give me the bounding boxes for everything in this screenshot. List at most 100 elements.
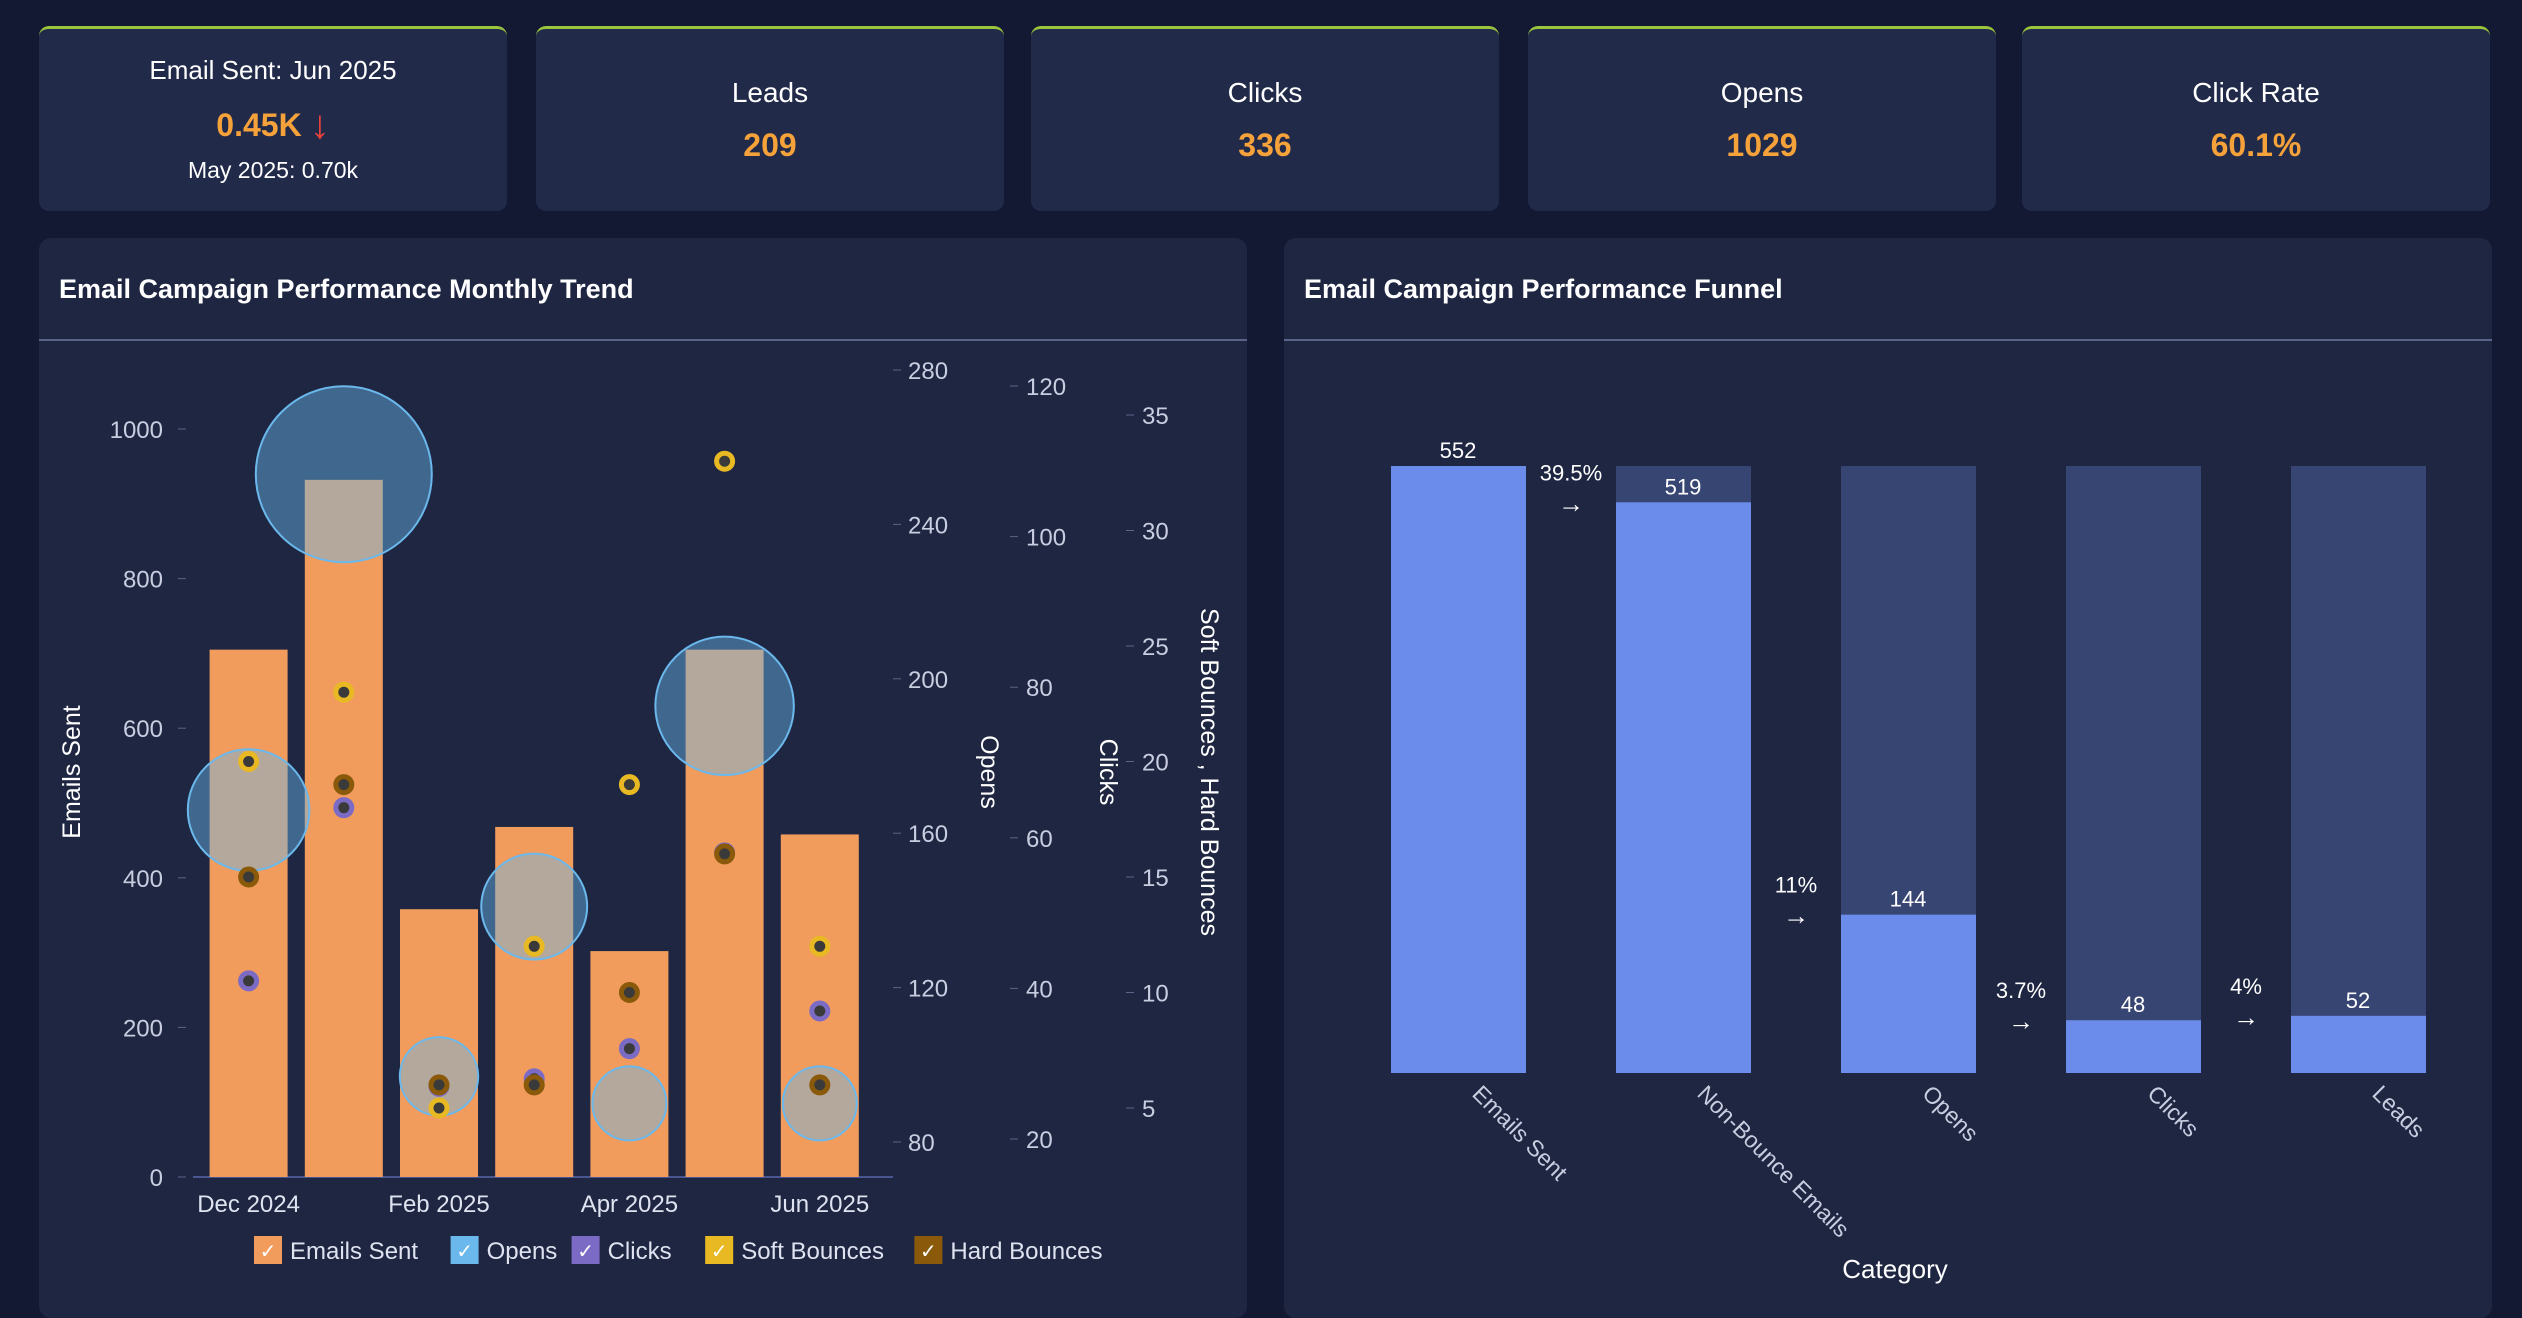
y-tick-label: 200 [123,1015,163,1042]
trend-chart: 0 200 400 600 800 1000 Emails Sent 80 120 160 200 2… [58,358,1223,1265]
point-hard-bounces [523,1074,545,1096]
bounces-tick-label: 15 [1142,865,1169,892]
legend-item[interactable]: ✓ Clicks [571,1236,672,1265]
kpi-card-email-sent: Email Sent: Jun 2025 0.45K ↓ May 2025: 0.… [39,26,507,211]
kpi-title: Click Rate [2192,77,2320,108]
funnel-value-label: 52 [2346,988,2370,1013]
point-hard-bounces [809,1074,831,1096]
clicks-tick-label: 100 [1026,525,1066,552]
y-tick-label: 0 [150,1165,163,1192]
bubble-opens [591,1065,668,1142]
bounces-tick-label: 10 [1142,981,1169,1008]
kpi-title: Opens [1720,77,1804,108]
clicks-tick-label: 80 [1026,675,1053,702]
funnel-category-label: Emails Sent [1467,1080,1573,1186]
funnel-value-label: 144 [1890,887,1927,912]
point-soft-bounces [333,681,355,703]
legend-item[interactable]: ✓ Hard Bounces [914,1236,1102,1265]
clicks-tick-label: 60 [1026,826,1053,853]
kpi-card-opens: Opens 1029 [1528,26,1996,211]
panel-header [1284,238,2492,341]
kpi-value: 1029 [1726,127,1798,163]
legend-checkbox-icon [254,1236,282,1264]
legend-label: Clicks [608,1238,672,1265]
opens-tick-label: 120 [908,976,948,1003]
bar-emails-sent [304,479,383,1177]
kpi-card-leads: Leads 209 [536,26,1004,211]
opens-tick-label: 80 [908,1130,935,1157]
y-tick-label: 600 [123,716,163,743]
arrow-right-icon: → [2233,1002,2259,1032]
point-soft-bounces [714,450,736,472]
point-soft-bounces [238,751,260,772]
kpi-value: 209 [743,127,797,163]
point-clicks [333,797,355,819]
conversion-rate-label: 11% [1775,873,1817,898]
check-icon: ✓ [260,1241,277,1263]
arrow-right-icon: → [1783,901,1809,931]
kpi-value: 336 [1238,127,1292,163]
funnel-bar [1391,466,1526,1073]
point-hard-bounces [618,982,640,1003]
funnel-category-label: Clicks [2142,1080,2204,1142]
funnel-chart: 552 Emails Sent 519 Non-Bounce Emails 144 Ope… [1391,438,2430,1284]
bounces-tick-label: 20 [1142,750,1169,777]
point-clicks [238,970,260,992]
point-clicks [809,1000,831,1022]
legend-checkbox-icon [705,1236,734,1264]
clicks-tick-label: 20 [1026,1127,1053,1154]
legend-label: Opens [487,1238,558,1265]
x-tick-label: Dec 2024 [197,1191,300,1218]
kpi-title: Leads [731,77,809,108]
legend-checkbox-icon [571,1236,600,1264]
bounces-tick-label: 35 [1142,403,1169,430]
legend-item[interactable]: ✓ Soft Bounces [705,1236,884,1265]
kpi-card-clicks: Clicks 336 [1031,26,1499,211]
funnel-value-label: 552 [1440,438,1477,463]
legend-checkbox-icon [914,1236,943,1264]
kpi-value-text: 0.45K [216,107,302,143]
opens-tick-label: 240 [908,512,948,539]
opens-tick-label: 160 [908,821,948,848]
y-tick-label: 1000 [110,417,163,444]
conversion-rate-label: 3.7% [1996,978,2046,1003]
funnel-category-label: Opens [1917,1080,1983,1146]
bounces-axis-title: Soft Bounces , Hard Bounces [1195,608,1223,936]
funnel-bar [2066,1020,2201,1073]
clicks-axis-title: Clicks [1094,739,1122,806]
funnel-value-label: 519 [1665,474,1702,499]
check-icon: ✓ [711,1241,728,1263]
clicks-tick-label: 40 [1026,976,1053,1003]
kpi-value: 60.1% [2210,127,2302,163]
legend-item[interactable]: ✓ Emails Sent [254,1236,418,1265]
trend-panel: Email Campaign Performance Monthly Trend… [39,238,1247,1318]
point-hard-bounces [428,1074,450,1096]
opens-tick-label: 280 [908,358,948,385]
bounces-tick-label: 30 [1142,519,1169,546]
legend-item[interactable]: ✓ Opens [450,1236,558,1265]
check-icon: ✓ [920,1241,937,1263]
bubble-opens [254,385,433,564]
check-icon: ✓ [456,1241,473,1263]
point-hard-bounces [238,866,260,888]
bubble-opens [480,852,589,961]
arrow-down-icon: ↓ [309,103,330,147]
opens-tick-label: 200 [908,667,948,694]
kpi-comparison: May 2025: 0.70k [187,157,359,183]
legend-label: Soft Bounces [741,1238,884,1265]
funnel-bar [2291,1015,2426,1073]
bounces-tick-label: 25 [1142,634,1169,661]
funnel-value-label: 48 [2121,992,2145,1017]
funnel-track [2066,466,2201,1073]
legend-label: Emails Sent [290,1238,418,1265]
bubble-opens [781,1065,858,1142]
check-icon: ✓ [577,1241,594,1263]
point-soft-bounces [809,935,831,957]
panel-title: Email Campaign Performance Monthly Trend [59,274,634,304]
funnel-bar [1616,502,1751,1073]
y-axis-title: Emails Sent [58,705,86,838]
point-hard-bounces [714,843,736,865]
funnel-track [2291,466,2426,1073]
point-soft-bounces [523,935,545,957]
legend-checkbox-icon [450,1236,479,1264]
